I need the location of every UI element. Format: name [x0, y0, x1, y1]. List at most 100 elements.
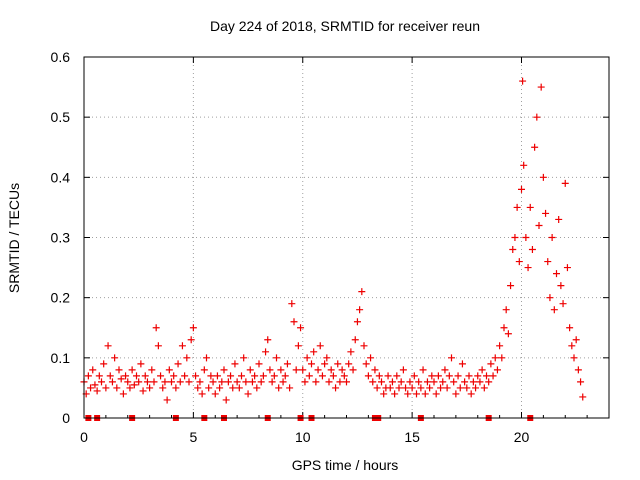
data-point	[181, 372, 189, 380]
data-point	[141, 372, 149, 380]
x-tick-label: 10	[295, 429, 311, 445]
data-point	[139, 387, 147, 395]
data-point	[288, 300, 296, 308]
data-point	[98, 378, 105, 386]
data-point	[273, 354, 280, 362]
data-point	[522, 234, 530, 241]
data-point	[456, 384, 464, 392]
data-point	[570, 354, 578, 362]
data-point	[102, 384, 110, 392]
data-point	[395, 384, 403, 392]
data-point	[224, 378, 232, 386]
data-point	[478, 366, 486, 374]
data-point	[428, 372, 436, 380]
y-tick-label: 0.4	[51, 169, 71, 185]
data-point	[511, 234, 519, 241]
data-point	[526, 203, 534, 211]
data-point	[185, 378, 193, 386]
data-point	[531, 143, 539, 151]
data-point	[373, 384, 381, 392]
data-point	[148, 366, 156, 374]
data-point	[95, 372, 103, 380]
data-point	[137, 360, 145, 368]
data-point	[323, 354, 331, 362]
x-tick-label: 15	[404, 429, 420, 445]
data-point	[336, 378, 344, 386]
data-point	[115, 366, 123, 374]
data-point	[305, 372, 313, 380]
data-point	[364, 372, 372, 380]
data-point	[443, 384, 451, 392]
data-point	[417, 384, 425, 392]
data-point	[108, 378, 116, 386]
data-point	[266, 366, 274, 374]
data-point	[308, 360, 315, 368]
data-point	[143, 378, 151, 386]
data-point	[465, 372, 473, 380]
data-point	[472, 384, 480, 392]
data-point	[380, 390, 388, 398]
data-point	[463, 384, 471, 392]
data-point	[439, 378, 447, 386]
data-point	[577, 378, 585, 386]
data-point	[386, 384, 394, 392]
data-point	[445, 372, 453, 380]
data-point	[187, 336, 195, 344]
data-point	[159, 384, 167, 392]
data-point	[133, 372, 140, 380]
data-point	[406, 378, 414, 386]
data-point	[290, 318, 298, 326]
data-point	[548, 234, 556, 241]
data-point	[452, 390, 460, 398]
data-point	[130, 381, 138, 389]
data-point	[229, 384, 237, 392]
data-point	[434, 372, 442, 380]
data-point	[557, 282, 565, 290]
data-point	[264, 336, 272, 344]
data-point	[207, 372, 215, 380]
data-point	[358, 288, 366, 296]
data-point	[91, 381, 99, 389]
data-point	[507, 282, 515, 290]
data-point	[135, 378, 143, 386]
data-point	[242, 378, 250, 386]
data-point	[172, 384, 180, 392]
data-point	[485, 378, 493, 386]
data-point	[174, 360, 182, 368]
data-point	[106, 372, 114, 380]
data-point	[476, 378, 484, 386]
data-point	[393, 372, 401, 380]
data-point	[367, 354, 375, 362]
data-point	[515, 258, 523, 266]
data-point	[391, 390, 399, 398]
data-point	[89, 366, 97, 374]
data-point	[356, 306, 364, 314]
data-point	[194, 384, 202, 392]
data-point	[152, 324, 160, 332]
data-point	[574, 366, 582, 374]
data-point	[146, 384, 154, 392]
data-point	[200, 366, 208, 374]
data-point	[338, 366, 346, 374]
data-point	[100, 360, 108, 368]
data-point	[294, 342, 302, 350]
data-point	[244, 390, 252, 398]
data-point	[343, 378, 350, 386]
data-point	[448, 354, 455, 362]
data-point	[165, 366, 173, 374]
x-axis-label: GPS time / hours	[292, 457, 399, 473]
data-point	[371, 366, 379, 374]
data-point	[483, 372, 490, 380]
x-tick-label: 5	[189, 429, 197, 445]
data-point	[378, 378, 385, 386]
data-point	[561, 179, 569, 187]
data-point	[347, 348, 355, 356]
data-point	[262, 348, 270, 356]
data-point	[292, 366, 300, 374]
data-point	[209, 378, 217, 386]
data-point	[211, 390, 219, 398]
data-point	[192, 372, 200, 380]
data-point	[281, 372, 289, 380]
data-point	[299, 366, 307, 374]
data-point	[176, 378, 184, 386]
